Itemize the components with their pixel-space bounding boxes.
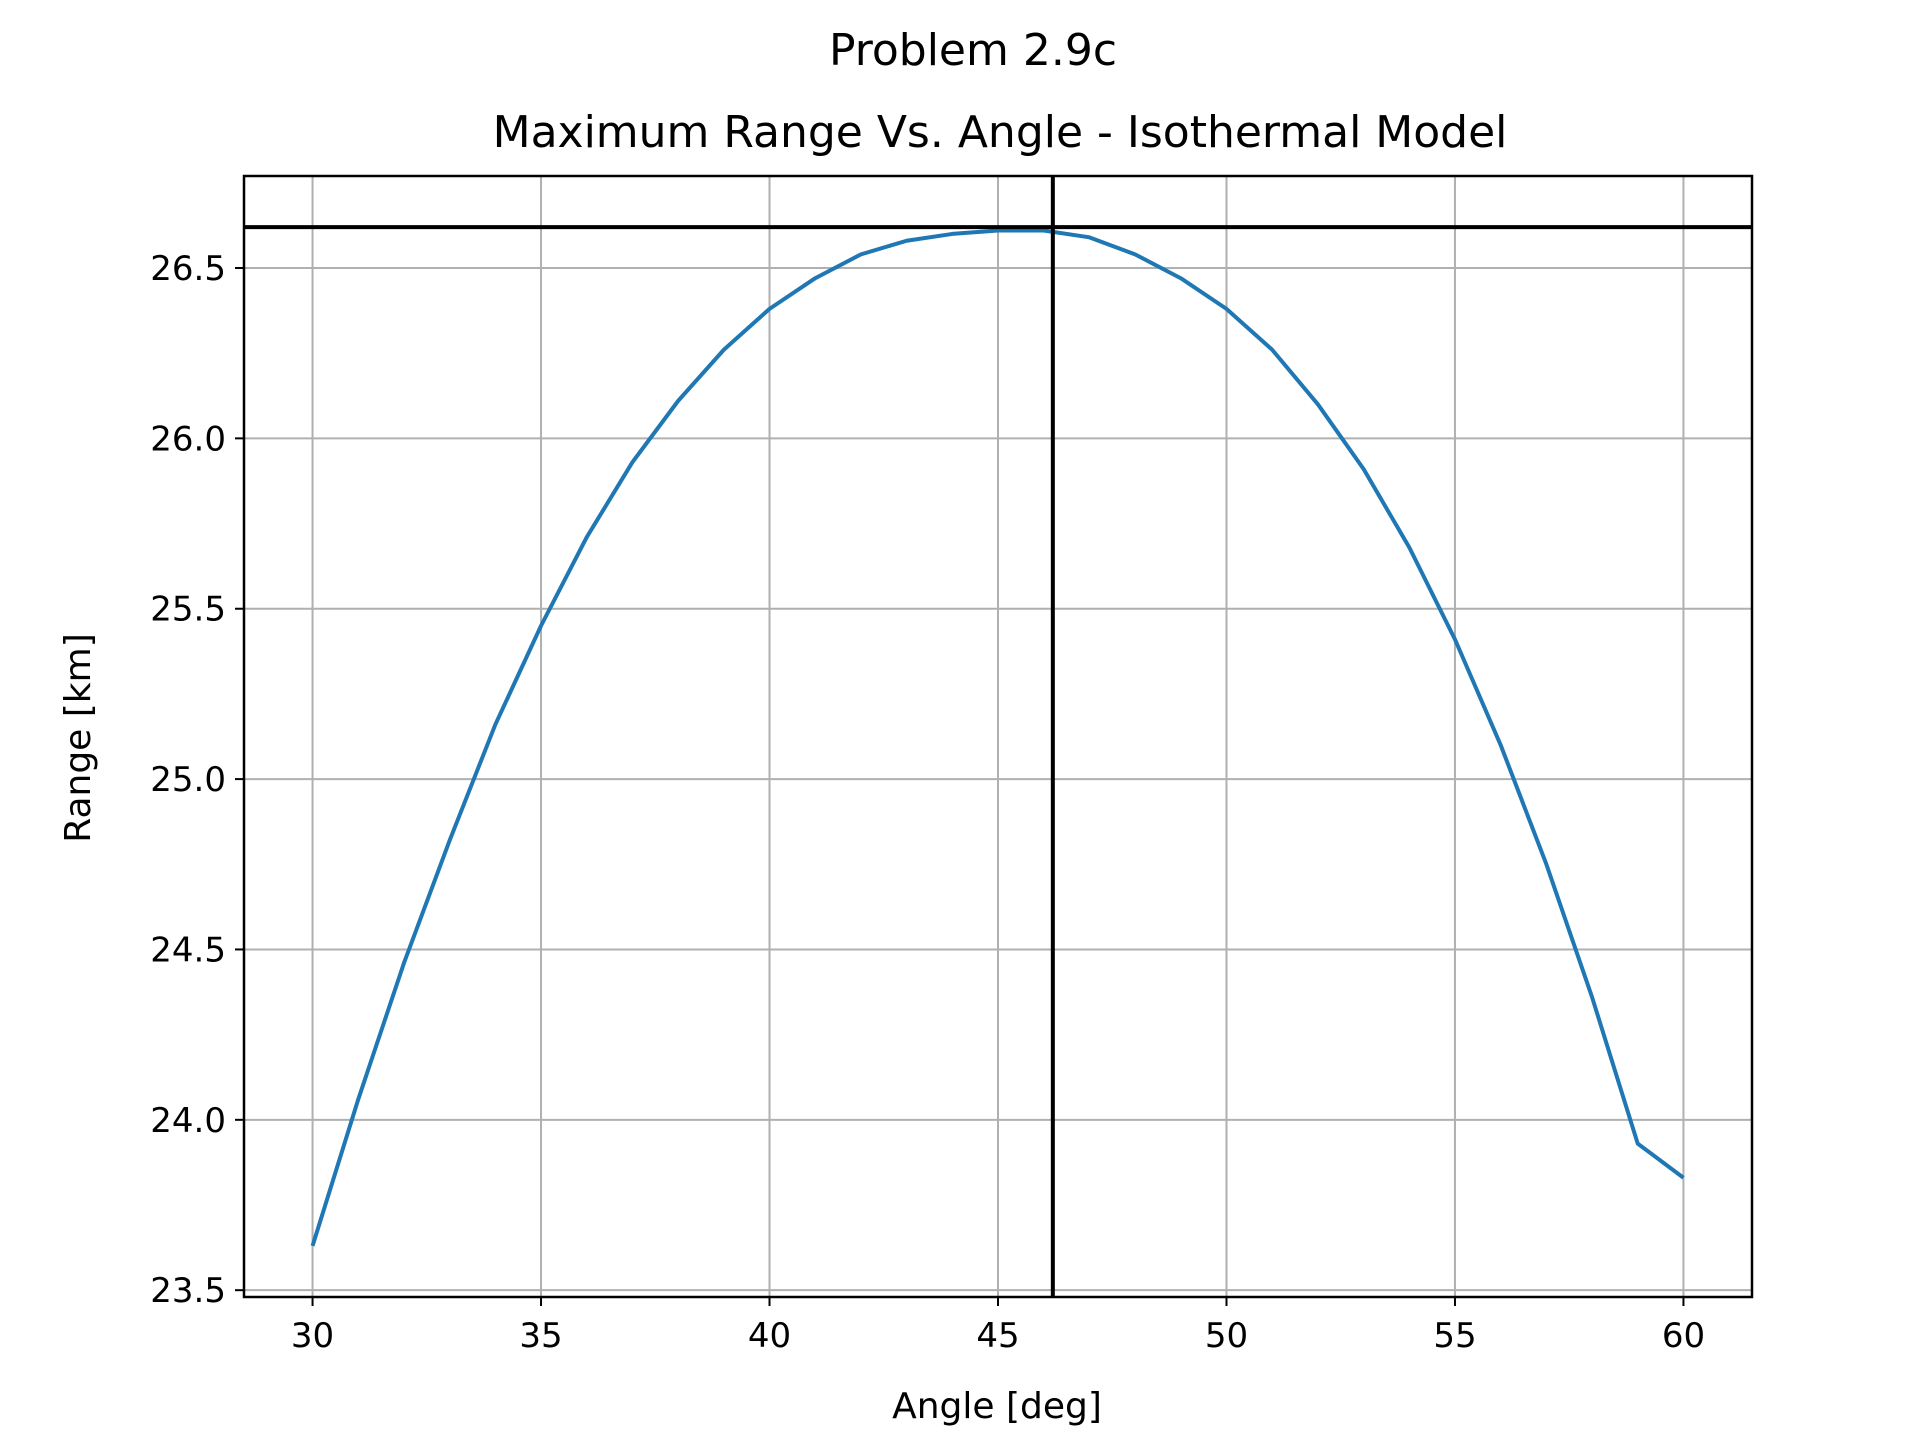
- chart-subtitle: Maximum Range Vs. Angle - Isothermal Mod…: [493, 107, 1508, 158]
- chart-title: Problem 2.9c: [829, 25, 1117, 76]
- grid-lines: [244, 176, 1752, 1297]
- x-tick-label: 60: [1662, 1316, 1705, 1356]
- series-line: [310, 228, 1685, 1247]
- y-tick-label: 26.5: [150, 249, 226, 289]
- y-tick-label: 25.5: [150, 590, 226, 630]
- x-tick-label: 30: [291, 1316, 334, 1356]
- y-tick-label: 24.0: [150, 1101, 226, 1141]
- y-tick-label: 24.5: [150, 930, 226, 970]
- x-tick-label: 55: [1433, 1316, 1476, 1356]
- series-layer: [310, 228, 1685, 1247]
- plot-frame: [242, 174, 1754, 1299]
- x-tick-label: 45: [976, 1316, 1019, 1356]
- axis-ticks: 30 35 40 45 50 55 60 23.5 24.0 24.5 25.0 25.5 26.0 26…: [150, 249, 1705, 1356]
- y-axis-label: Range [km]: [58, 633, 99, 843]
- x-tick-label: 40: [748, 1316, 791, 1356]
- x-tick-label: 35: [519, 1316, 562, 1356]
- reference-lines: [244, 176, 1752, 1297]
- y-tick-label: 26.0: [150, 419, 226, 459]
- y-tick-label: 23.5: [150, 1271, 226, 1311]
- x-axis-label: Angle [deg]: [892, 1386, 1102, 1427]
- y-tick-label: 25.0: [150, 760, 226, 800]
- x-tick-label: 50: [1205, 1316, 1248, 1356]
